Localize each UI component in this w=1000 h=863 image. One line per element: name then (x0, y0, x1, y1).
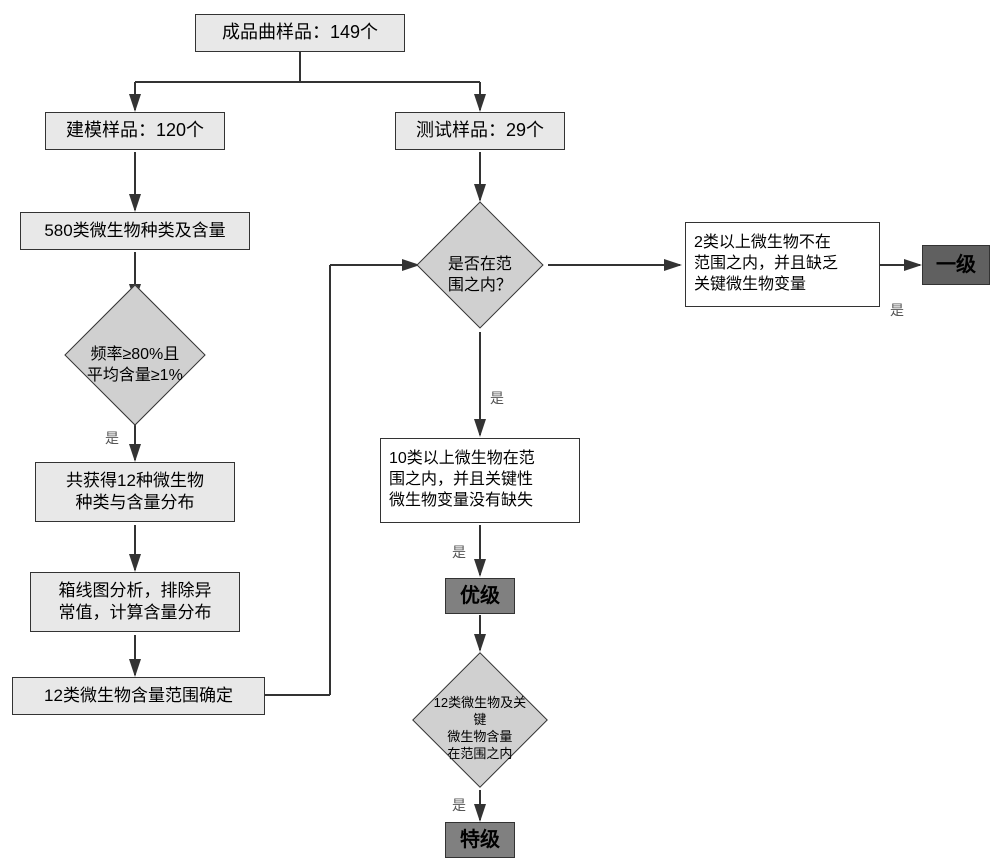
node-inrange: 是否在范 围之内？ (435, 220, 525, 310)
node-cond10-label: 10类以上微生物在范 围之内，并且关键性 微生物变量没有缺失 (389, 449, 535, 511)
edge-label-yes2: 是 (490, 388, 504, 408)
node-top-label: 成品曲样品：149个 (222, 21, 378, 44)
node-cond2: 2类以上微生物不在 范围之内，并且缺乏 关键微生物变量 (685, 222, 880, 307)
node-cond12: 12类微生物及关键 微生物含量 在范围之内 (432, 672, 528, 768)
node-micro580-label: 580类微生物种类及含量 (44, 220, 225, 242)
node-gradeYou: 优级 (445, 578, 515, 614)
node-freq-label: 频率≥80%且 平均含量≥1% (87, 346, 183, 384)
node-cond12-label: 12类微生物及关键 微生物含量 在范围之内 (434, 695, 526, 761)
edge-label-yes4: 是 (452, 542, 466, 562)
node-test-label: 测试样品：29个 (416, 119, 544, 142)
edge-label-yes5: 是 (452, 795, 466, 815)
node-top: 成品曲样品：149个 (195, 14, 405, 52)
node-gradeYou-label: 优级 (460, 583, 500, 609)
node-model-label: 建模样品：120个 (66, 119, 204, 142)
node-range12-label: 12类微生物含量范围确定 (44, 685, 233, 707)
node-inrange-label: 是否在范 围之内？ (448, 256, 512, 294)
node-grade1-label: 一级 (936, 252, 976, 278)
node-boxplot: 箱线图分析，排除异 常值，计算含量分布 (30, 572, 240, 632)
node-test: 测试样品：29个 (395, 112, 565, 150)
node-got12-label: 共获得12种微生物 种类与含量分布 (66, 470, 204, 514)
node-freq: 频率≥80%且 平均含量≥1% (85, 305, 185, 405)
node-cond10: 10类以上微生物在范 围之内，并且关键性 微生物变量没有缺失 (380, 438, 580, 523)
node-model: 建模样品：120个 (45, 112, 225, 150)
node-cond2-label: 2类以上微生物不在 范围之内，并且缺乏 关键微生物变量 (694, 233, 838, 295)
node-boxplot-label: 箱线图分析，排除异 常值，计算含量分布 (59, 580, 212, 624)
node-got12: 共获得12种微生物 种类与含量分布 (35, 462, 235, 522)
node-gradeTe: 特级 (445, 822, 515, 858)
edge-label-yes3: 是 (890, 300, 904, 320)
node-range12: 12类微生物含量范围确定 (12, 677, 265, 715)
node-grade1: 一级 (922, 245, 990, 285)
edge-label-yes1: 是 (105, 428, 119, 448)
node-micro580: 580类微生物种类及含量 (20, 212, 250, 250)
node-gradeTe-label: 特级 (460, 827, 500, 853)
